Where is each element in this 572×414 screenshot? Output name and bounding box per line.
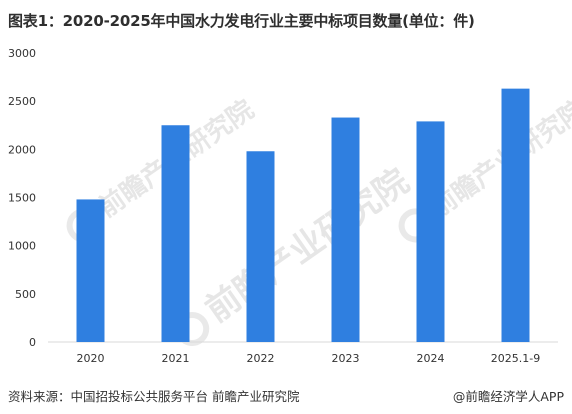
y-tick-label: 0 bbox=[29, 336, 36, 349]
y-tick-label: 1000 bbox=[8, 240, 36, 253]
y-tick-label: 500 bbox=[15, 288, 36, 301]
y-tick-label: 3000 bbox=[8, 47, 36, 60]
x-axis-ticks: 2020 2021 2022 2023 2024 2025.1-9 bbox=[77, 352, 541, 365]
source-note: 资料来源：中国招投标公共服务平台 前瞻产业研究院 bbox=[8, 389, 300, 404]
y-tick-label: 2500 bbox=[8, 95, 36, 108]
x-tick-label: 2021 bbox=[162, 352, 190, 365]
credit-note: @前瞻经济学人APP bbox=[452, 389, 564, 404]
bar-2025.1-9 bbox=[501, 88, 530, 342]
bar-2021 bbox=[161, 125, 190, 342]
bars bbox=[76, 88, 530, 342]
x-tick-label: 2025.1-9 bbox=[491, 352, 540, 365]
bar-2022 bbox=[246, 151, 275, 342]
y-axis-ticks: 0 500 1000 1500 2000 2500 3000 bbox=[8, 47, 36, 349]
bar-2020 bbox=[76, 199, 105, 342]
y-tick-label: 1500 bbox=[8, 192, 36, 205]
x-tick-label: 2022 bbox=[247, 352, 275, 365]
y-tick-label: 2000 bbox=[8, 143, 36, 156]
x-tick-label: 2020 bbox=[77, 352, 105, 365]
bar-2023 bbox=[331, 117, 360, 342]
x-tick-label: 2024 bbox=[417, 352, 445, 365]
x-tick-label: 2023 bbox=[332, 352, 360, 365]
bar-2024 bbox=[416, 121, 445, 342]
chart-title: 图表1：2020-2025年中国水力发电行业主要中标项目数量(单位：件) bbox=[8, 12, 475, 30]
